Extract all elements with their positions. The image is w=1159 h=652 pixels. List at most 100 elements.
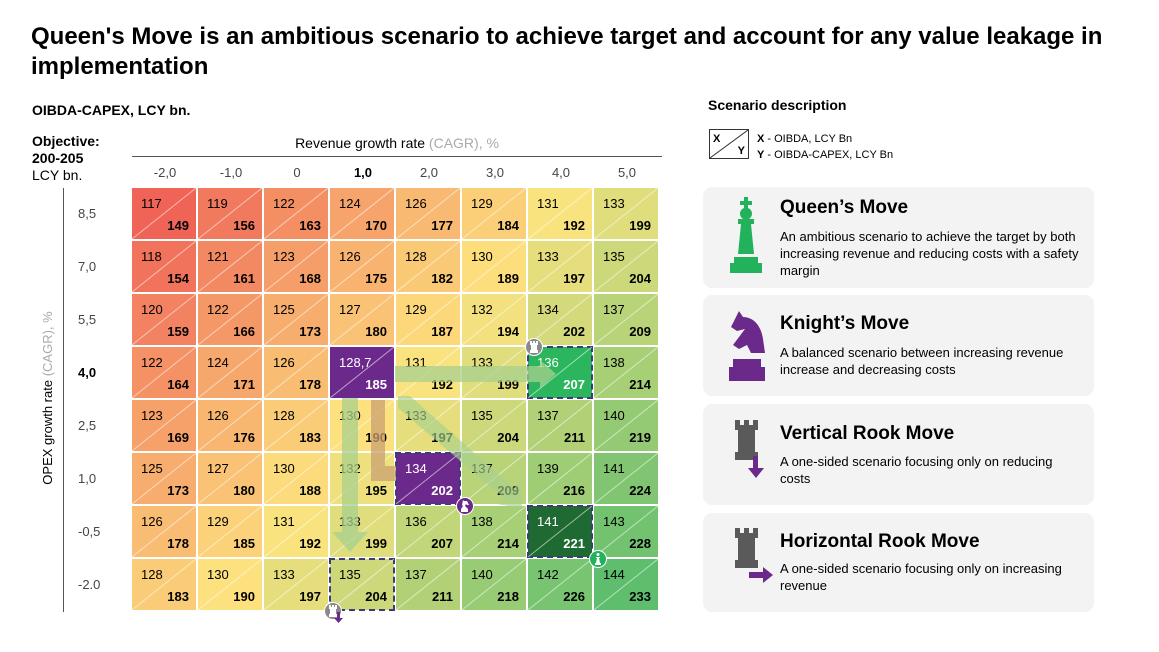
cell-oibda-capex-value: 207: [563, 377, 585, 392]
cell-diagonal: [264, 294, 328, 345]
legend-y-line: Y - OIBDA-CAPEX, LCY Bn: [757, 149, 894, 161]
cell-oibda-value: 140: [471, 567, 493, 582]
cell-oibda-capex-value: 194: [497, 324, 519, 339]
cell-oibda-value: 124: [339, 196, 361, 211]
cell-oibda-value: 142: [537, 567, 559, 582]
cell-diagonal: [594, 294, 658, 345]
objective-unit: LCY bn.: [32, 167, 83, 183]
cell-oibda-capex-value: 177: [431, 218, 453, 233]
cell-diagonal: [198, 400, 262, 451]
heatmap-cell: 129 185: [198, 506, 262, 557]
cell-oibda-capex-value: 233: [629, 589, 651, 604]
objective-label: Objective:: [32, 133, 100, 149]
cell-oibda-capex-value: 190: [233, 589, 255, 604]
heatmap-cell-highlight: 141 221: [527, 505, 593, 558]
heatmap-cell: 123 169: [132, 400, 196, 451]
cell-diagonal: [594, 506, 658, 557]
x-axis-label: Revenue growth rate (CAGR), %: [132, 135, 662, 151]
cell-diagonal: [330, 506, 394, 557]
cell-diagonal: [528, 294, 592, 345]
cell-diagonal: [528, 506, 592, 557]
cell-diagonal: [396, 559, 460, 610]
cell-oibda-value: 125: [141, 461, 163, 476]
cell-oibda-capex-value: 170: [365, 218, 387, 233]
cell-oibda-value: 127: [207, 461, 229, 476]
x-axis-rule: [132, 156, 662, 157]
heatmap-cell: 122 163: [264, 188, 328, 239]
heatmap-cell: 140 219: [594, 400, 658, 451]
cell-oibda-capex-value: 197: [299, 589, 321, 604]
arrow-down-icon: [334, 612, 343, 623]
cell-oibda-value: 143: [603, 514, 625, 529]
heatmap-cell: 138 214: [462, 506, 526, 557]
y-tick-label: 8,5: [78, 206, 97, 221]
heatmap-cell: 118 154: [132, 241, 196, 292]
cell-diagonal: [198, 559, 262, 610]
vertical-rook-move-title: Vertical Rook Move: [780, 423, 955, 444]
heatmap-cell: 120 159: [132, 294, 196, 345]
cell-diagonal: [594, 241, 658, 292]
cell-diagonal: [264, 400, 328, 451]
queen-arrow: [395, 360, 556, 388]
cell-diagonal: [198, 347, 262, 398]
horizontal-rook-move-description: A one-sided scenario focusing only on in…: [780, 561, 1062, 593]
cell-oibda-value: 135: [339, 567, 361, 582]
heatmap-cell: 135 204: [594, 241, 658, 292]
heatmap-cell: 126 178: [264, 347, 328, 398]
cell-oibda-capex-value: 207: [431, 536, 453, 551]
cell-diagonal: [198, 294, 262, 345]
y-tick-label: 2,5: [78, 418, 97, 433]
cell-oibda-capex-value: 211: [564, 430, 585, 445]
cell-oibda-capex-value: 204: [629, 271, 651, 286]
heatmap-cell: 136 207: [396, 506, 460, 557]
cell-diagonal: [462, 400, 526, 451]
cell-oibda-value: 128: [405, 249, 427, 264]
cell-diagonal: [396, 188, 460, 239]
rook-down-icon: [735, 420, 764, 478]
cell-oibda-capex-value: 188: [299, 483, 321, 498]
rook-icon: [329, 605, 337, 617]
cell-diagonal: [528, 453, 592, 504]
cell-oibda-value: 130: [207, 567, 229, 582]
cell-diagonal: [528, 559, 592, 610]
cell-oibda-value: 128,7: [339, 355, 372, 370]
queen-badge: [589, 550, 607, 568]
heatmap-cell: 126 176: [198, 400, 262, 451]
cell-oibda-capex-value: 216: [563, 483, 585, 498]
cell-oibda-capex-value: 202: [563, 324, 585, 339]
cell-oibda-value: 130: [471, 249, 493, 264]
heatmap-cell: 133 199: [594, 188, 658, 239]
heatmap-cell: 128 182: [396, 241, 460, 292]
cell-oibda-capex-value: 166: [233, 324, 255, 339]
cell-oibda-value: 133: [603, 196, 625, 211]
heatmap-cell: 117 149: [132, 188, 196, 239]
cell-oibda-value: 138: [603, 355, 625, 370]
xy-legend-text: X - OIBDA, LCY Bn Y - OIBDA-CAPEX, LCY B…: [757, 131, 893, 163]
heatmap-cell: 131 192: [528, 188, 592, 239]
cell-diagonal: [330, 188, 394, 239]
cell-oibda-capex-value: 180: [365, 324, 387, 339]
cell-oibda-value: 126: [273, 355, 295, 370]
cell-diagonal: [594, 453, 658, 504]
knight-arrow-down: [371, 400, 396, 481]
cell-oibda-capex-value: 221: [563, 536, 585, 551]
cell-oibda-value: 129: [471, 196, 493, 211]
cell-diagonal: [396, 506, 460, 557]
cell-oibda-value: 130: [273, 461, 295, 476]
cell-oibda-capex-value: 224: [629, 483, 651, 498]
knight-badge: [456, 497, 474, 515]
heatmap-cell: 126 178: [132, 506, 196, 557]
cell-oibda-value: 126: [207, 408, 229, 423]
cell-oibda-capex-value: 169: [167, 430, 189, 445]
legend-x: X: [713, 133, 721, 145]
cell-oibda-value: 126: [141, 514, 163, 529]
cell-diagonal: [594, 347, 658, 398]
cell-oibda-capex-value: 168: [299, 271, 321, 286]
heatmap-cell: 119 156: [198, 188, 262, 239]
cell-diagonal: [198, 453, 262, 504]
heatmap-cell: 137 209: [594, 294, 658, 345]
cell-oibda-capex-value: 173: [167, 483, 189, 498]
cell-diagonal: [264, 347, 328, 398]
cell-oibda-capex-value: 197: [563, 271, 585, 286]
